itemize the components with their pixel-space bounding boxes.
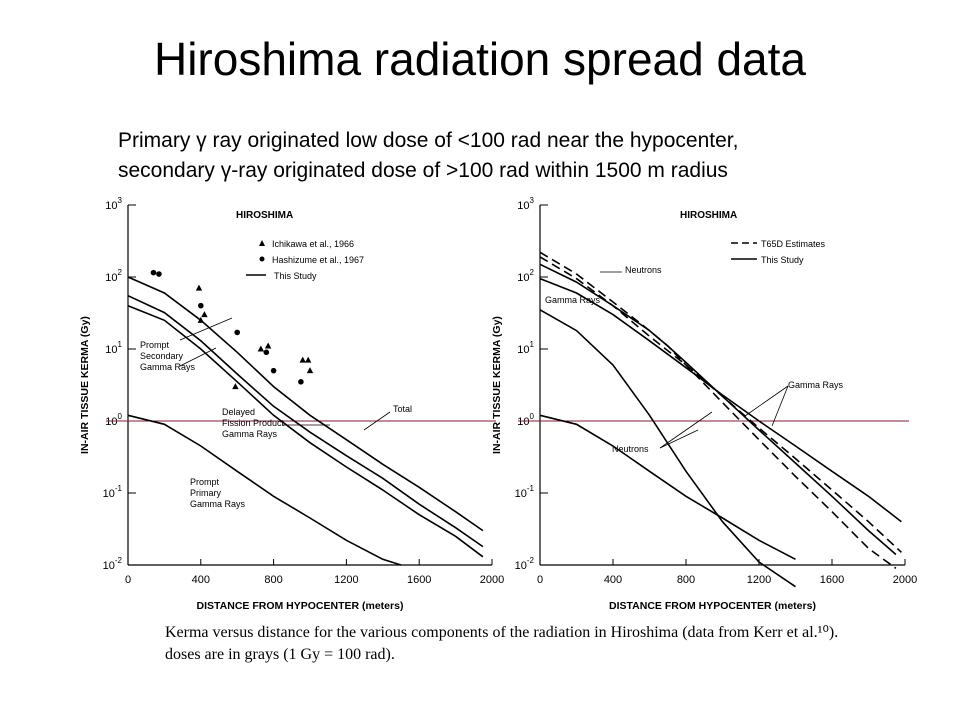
right-series-line-3 xyxy=(539,256,902,553)
left-chart-title: HIROSHIMA xyxy=(236,210,293,221)
left-series-line-0 xyxy=(127,276,484,532)
left-legend-label: Ichikawa et al., 1966 xyxy=(272,239,354,249)
right-x-tick-label: 1200 xyxy=(747,574,771,586)
left-annotation-prompt-secondary: Prompt xyxy=(140,340,170,350)
left-y-tick-label: 103 xyxy=(105,196,122,212)
left-annotation-prompt-primary: Prompt xyxy=(190,477,220,487)
right-leader-line xyxy=(744,385,789,417)
right-annotation-neutrons-top: Neutrons xyxy=(625,265,662,275)
left-data-point-circle xyxy=(156,271,162,277)
right-legend-label: This Study xyxy=(761,255,804,265)
right-x-tick-label: 2000 xyxy=(893,574,917,586)
left-data-point-circle xyxy=(263,349,270,356)
left-x-tick-label: 1200 xyxy=(334,574,358,586)
right-y-tick-label: 100 xyxy=(517,412,534,428)
left-data-point-triangle xyxy=(304,356,312,363)
left-data-point-circle xyxy=(234,329,240,336)
left-data-point-triangle xyxy=(306,367,314,374)
left-annotation-delayed-fission: Gamma Rays xyxy=(222,429,278,439)
right-x-tick-label: 0 xyxy=(537,574,543,586)
left-annotation-prompt-primary: Gamma Rays xyxy=(190,499,246,509)
left-data-point-triangle xyxy=(264,342,272,349)
left-y-tick-label: 100 xyxy=(105,412,122,428)
left-data-point-circle xyxy=(150,269,157,276)
left-legend-circle xyxy=(259,256,265,262)
right-legend-label: T65D Estimates xyxy=(761,239,826,249)
right-series-line-5 xyxy=(539,414,796,561)
subtitle-line-1: Primary γ ray originated low dose of <10… xyxy=(118,129,739,152)
right-x-tick-label: 800 xyxy=(677,574,695,586)
right-x-tick-label: 1600 xyxy=(820,574,844,586)
caption-line-2: doses are in grays (1 Gy = 100 rad). xyxy=(165,646,395,663)
left-x-axis-label: DISTANCE FROM HYPOCENTER (meters) xyxy=(197,600,404,612)
right-series-line-4 xyxy=(539,309,796,588)
right-annotation-gamma-rays: Gamma Rays xyxy=(788,380,844,390)
left-data-point-circle xyxy=(270,367,277,374)
right-y-tick-label: 10-2 xyxy=(515,556,535,572)
right-y-tick-label: 101 xyxy=(517,340,534,356)
left-annotation-delayed-fission: Fission Product xyxy=(222,418,285,428)
right-x-tick-label: 400 xyxy=(604,574,622,586)
left-series-line-1 xyxy=(127,294,484,548)
page-title: Hiroshima radiation spread data xyxy=(153,33,807,85)
left-annotation-delayed-fission: Delayed xyxy=(222,407,255,417)
right-y-tick-label: 103 xyxy=(517,196,534,212)
left-x-tick-label: 1600 xyxy=(407,574,431,586)
right-series-line-0 xyxy=(539,263,897,556)
left-x-tick-label: 2000 xyxy=(480,574,504,586)
right-y-tick-label: 102 xyxy=(517,268,534,284)
left-leader-line xyxy=(179,347,217,367)
left-data-point-triangle xyxy=(232,383,239,390)
right-annotation-gamma-top: Gamma Rays xyxy=(545,295,601,305)
left-leader-line xyxy=(179,317,233,341)
left-annotation-total: Total xyxy=(393,404,412,414)
left-x-tick-label: 800 xyxy=(264,574,282,586)
left-annotation-prompt-secondary: Gamma Rays xyxy=(140,362,196,372)
left-data-point-triangle xyxy=(195,284,203,291)
left-annotation-prompt-primary: Primary xyxy=(190,488,221,498)
left-data-point-triangle xyxy=(257,345,265,352)
left-data-point-triangle xyxy=(299,356,306,363)
left-data-point-circle xyxy=(298,379,304,385)
right-x-axis-label: DISTANCE FROM HYPOCENTER (meters) xyxy=(609,600,816,612)
left-x-tick-label: 400 xyxy=(192,574,210,586)
left-y-tick-label: 101 xyxy=(105,340,122,356)
right-series-line-1 xyxy=(539,277,902,523)
subtitle: Primary γ ray originated low dose of <10… xyxy=(118,126,938,186)
left-annotation-prompt-secondary: Secondary xyxy=(140,351,184,361)
figure-caption: Kerma versus distance for the various co… xyxy=(165,622,945,666)
right-leader-line xyxy=(771,385,789,427)
left-y-tick-label: 102 xyxy=(105,268,122,284)
left-data-point-triangle xyxy=(201,311,208,318)
left-legend-label: This Study xyxy=(274,271,317,281)
right-y-axis-label: IN-AIR TISSUE KERMA (Gy) xyxy=(491,316,503,454)
left-data-point-circle xyxy=(198,302,204,309)
left-y-tick-label: 10-1 xyxy=(103,484,123,500)
left-x-tick-label: 0 xyxy=(125,574,131,586)
subtitle-line-2: secondary γ-ray originated dose of >100 … xyxy=(118,159,728,182)
left-y-tick-label: 10-2 xyxy=(103,556,123,572)
caption-line-1: Kerma versus distance for the various co… xyxy=(165,624,839,641)
left-legend-label: Hashizume et al., 1967 xyxy=(272,255,364,265)
left-data-point-triangle xyxy=(197,316,204,323)
right-chart-title: HIROSHIMA xyxy=(680,210,737,221)
left-series-line-2 xyxy=(127,304,484,558)
left-leader-line xyxy=(363,411,391,431)
right-series-line-2 xyxy=(539,251,897,569)
left-legend-triangle xyxy=(259,240,265,246)
left-series-line-3 xyxy=(127,414,402,566)
right-y-tick-label: 10-1 xyxy=(515,484,535,500)
right-annotation-neutrons: Neutrons xyxy=(612,444,649,454)
left-y-axis-label: IN-AIR TISSUE KERMA (Gy) xyxy=(79,316,91,454)
right-leader-line xyxy=(659,429,699,449)
right-leader-line xyxy=(659,411,713,449)
